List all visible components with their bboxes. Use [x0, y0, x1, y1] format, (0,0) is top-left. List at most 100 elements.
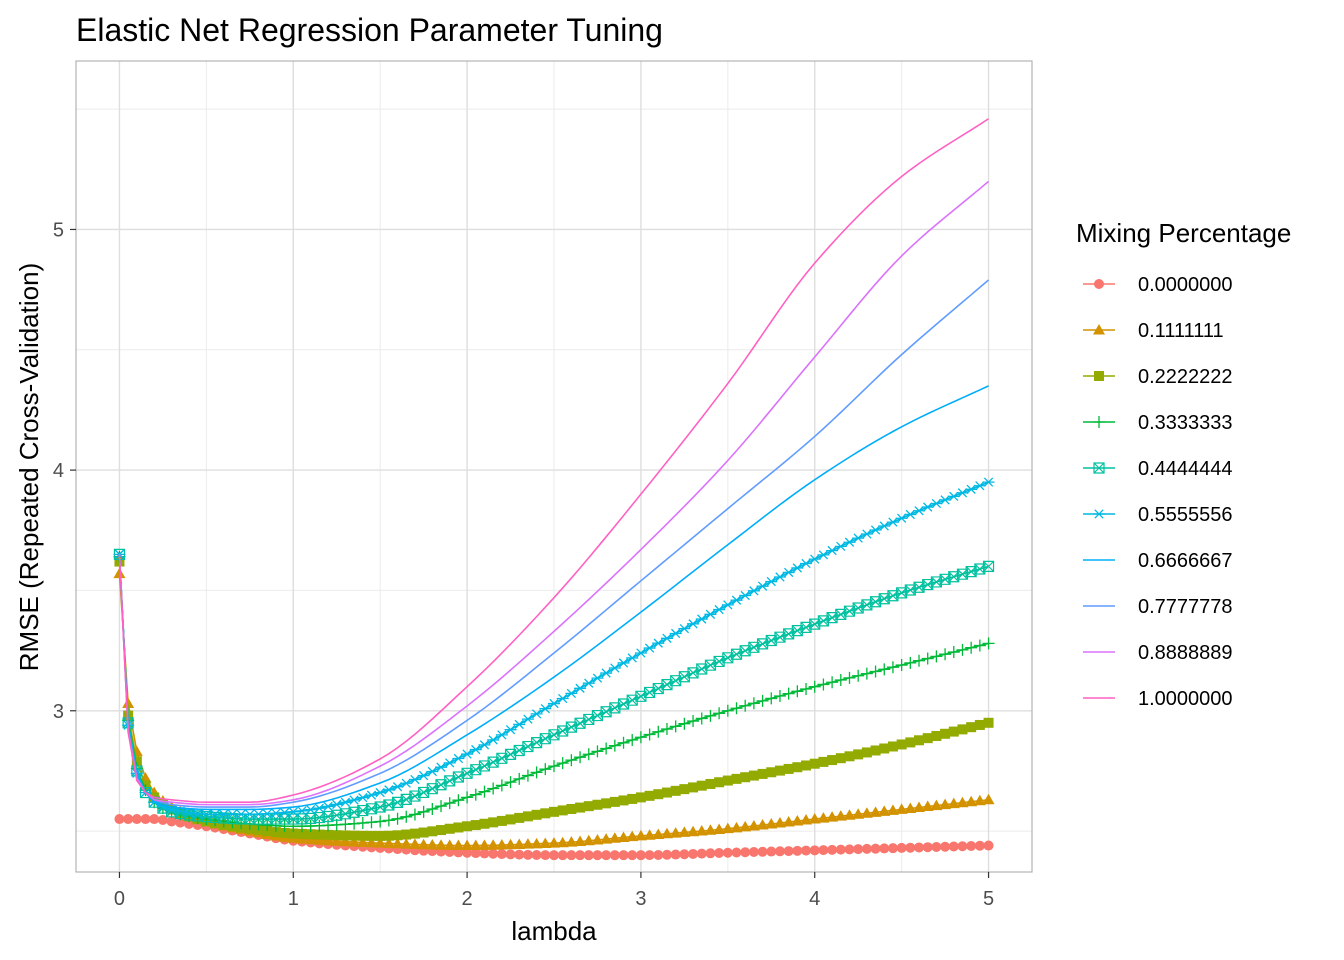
point-circle	[783, 846, 794, 857]
point-circle	[114, 814, 125, 825]
point-triangle	[765, 818, 778, 829]
point-triangle	[356, 836, 369, 847]
point-triangle	[721, 822, 734, 834]
legend-label: 0.4444444	[1138, 458, 1233, 480]
point-circle	[792, 845, 803, 856]
point-circle	[757, 846, 768, 857]
point-square	[792, 762, 803, 773]
point-square	[479, 818, 490, 829]
point-circle	[462, 847, 473, 858]
point-plus	[426, 803, 439, 816]
point-circle	[809, 845, 820, 856]
legend-label: 1.0000000	[1138, 688, 1233, 710]
point-triangle	[617, 831, 630, 842]
point-circle	[531, 850, 542, 861]
point-circle	[853, 844, 864, 855]
point-triangle	[452, 839, 465, 850]
point-circle	[966, 841, 977, 852]
point-asterisk	[913, 506, 926, 516]
point-square	[887, 741, 898, 752]
point-asterisk	[478, 740, 491, 750]
point-triangle	[608, 832, 621, 843]
point-circle	[601, 850, 612, 861]
point-circle	[914, 842, 925, 853]
point-plus	[565, 754, 578, 767]
legend-label: 0.0000000	[1138, 274, 1233, 296]
point-square	[366, 830, 377, 841]
point-square	[801, 760, 812, 771]
point-square	[966, 722, 977, 733]
point-square	[401, 829, 412, 840]
point-circle	[575, 850, 586, 861]
point-square	[948, 726, 959, 737]
point-triangle	[704, 824, 717, 835]
point-plus	[417, 805, 430, 818]
point-square	[470, 820, 481, 831]
y-axis-title: RMSE (Repeated Cross-Validation)	[14, 263, 44, 671]
point-asterisk	[895, 513, 908, 523]
point-circle	[540, 850, 551, 861]
point-plus	[695, 712, 708, 725]
point-asterisk	[660, 633, 673, 643]
point-square	[1094, 371, 1104, 381]
point-asterisk	[330, 799, 343, 810]
point-square	[418, 827, 429, 838]
x-axis: 0 1 2 3 4 5	[114, 872, 994, 910]
point-asterisk	[182, 808, 195, 818]
point-plus	[408, 808, 421, 821]
series-line	[118, 279, 990, 808]
point-plus	[634, 731, 647, 744]
legend-label: 0.2222222	[1138, 366, 1233, 388]
point-triangle	[365, 836, 378, 848]
point-square	[914, 735, 925, 746]
series-0.8888889	[118, 180, 990, 806]
point-plus	[365, 816, 378, 829]
point-plus	[860, 667, 873, 680]
point-triangle	[652, 828, 665, 839]
point-asterisk	[556, 693, 569, 704]
point-plus	[956, 643, 969, 656]
point-triangle	[582, 834, 595, 846]
point-asterisk	[469, 744, 482, 755]
point-square	[383, 830, 394, 841]
point-asterisk	[417, 770, 430, 781]
point-triangle	[408, 838, 421, 849]
point-asterisk	[487, 735, 500, 745]
point-square	[644, 790, 655, 801]
point-plus	[356, 816, 369, 829]
point-circle	[827, 844, 838, 855]
point-asterisk	[973, 481, 986, 491]
point-asterisk	[269, 808, 282, 818]
point-square	[131, 756, 142, 767]
point-square	[818, 756, 829, 767]
point-square	[436, 825, 447, 836]
point-square	[766, 767, 777, 778]
point-plus	[461, 791, 474, 804]
point-triangle	[713, 823, 726, 834]
point-triangle	[461, 839, 474, 851]
point-plus	[452, 794, 465, 807]
point-asterisk	[322, 801, 335, 812]
point-plus	[435, 800, 448, 813]
point-plus	[808, 680, 821, 693]
point-square	[392, 830, 403, 841]
point-asterisk	[443, 758, 456, 768]
point-triangle	[834, 810, 847, 821]
chart-title: Elastic Net Regression Parameter Tuning	[76, 12, 663, 48]
point-triangle	[426, 838, 439, 850]
point-triangle	[521, 838, 534, 849]
point-square	[488, 817, 499, 828]
point-asterisk	[773, 572, 786, 582]
point-plus	[791, 685, 804, 698]
point-boxcross	[982, 560, 995, 572]
point-asterisk	[947, 491, 960, 502]
point-square	[609, 796, 620, 807]
panel-border	[75, 60, 1033, 873]
point-triangle	[504, 838, 517, 850]
point-circle	[922, 842, 933, 853]
point-triangle	[487, 839, 500, 850]
point-asterisk	[295, 806, 308, 816]
point-plus	[643, 728, 656, 741]
point-asterisk	[695, 614, 708, 624]
point-square	[740, 772, 751, 783]
